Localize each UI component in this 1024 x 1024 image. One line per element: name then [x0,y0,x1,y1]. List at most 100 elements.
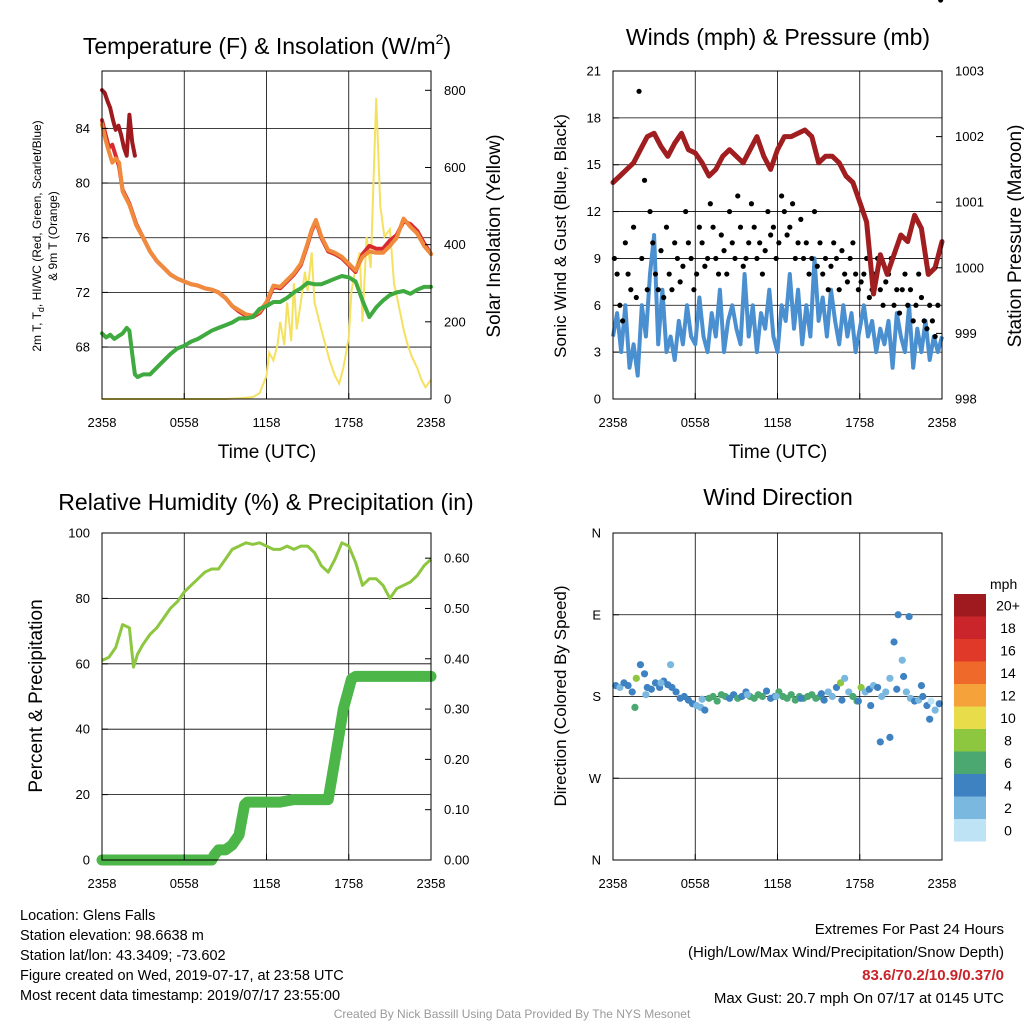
gust-point [644,287,650,293]
temperature-y2tick-label: 800 [444,83,466,98]
direction-point [876,738,884,746]
wind-direction-grid [613,533,942,860]
temperature-title: Temperature (F) & Insolation (W/m2) [83,31,451,59]
gust-point [633,294,639,301]
gust-point [858,279,864,285]
direction-point [640,670,649,678]
extreme-precip: 0.37 [962,967,992,984]
gust-point [652,271,659,277]
humidity-xtick-label: 0558 [170,876,199,891]
direction-point [898,656,906,664]
speed-legend-title: mph [990,576,1017,592]
direction-point [838,696,846,704]
gust-point [666,271,672,277]
temperature-xtick-label: 2358 [88,415,117,430]
gust-point [820,271,826,277]
direction-point [886,733,894,741]
winds-ytick-label: 21 [587,64,601,79]
credit-line: Created By Nick Bassill Using Data Provi… [333,1007,691,1021]
gust-point [814,263,820,269]
legend-swatch [954,639,986,662]
figure-created: Figure created on Wed, 2019-07-17, at 23… [20,968,344,984]
direction-point [841,674,849,682]
gust-point [795,240,801,246]
winds-title: Winds (mph) & Pressure (mb) [626,24,930,50]
gust-point [655,287,661,293]
gust-point [688,255,694,262]
gust-point [647,208,653,215]
wind-direction-xtick-label: 2358 [928,876,957,891]
wind-direction-panel: Wind Direction 2358 0558 1158 1758 2358 N W S E N… [551,484,1020,891]
station-info: Location: Glens Falls Station elevation:… [20,906,344,1006]
gust-point [661,294,667,301]
gust-point [680,263,686,269]
temperature-line-2 [100,88,137,158]
direction-point [931,706,939,714]
gust-point [625,271,631,277]
winds-ytick-label: 9 [594,251,601,266]
winds-ytick-label: 12 [587,204,601,219]
gust-point [746,240,752,246]
extremes-gust: Max Gust: 20.7 mph On 07/17 at 0145 UTC [713,990,1004,1007]
humidity-line [101,541,433,669]
gust-point [677,279,683,285]
gust-point [905,302,911,308]
gust-point [694,271,700,277]
gust-point [839,248,845,254]
humidity-y2tick-label: 0.00 [444,853,469,868]
extreme-low: 70.2 [895,967,925,984]
direction-point [701,706,709,714]
direction-point [698,695,706,703]
humidity-y2tick-label: 0.20 [444,752,469,767]
humidity-series [96,541,437,866]
gust-point [938,0,944,3]
precipitation-line [96,670,437,866]
gust-point [724,271,730,277]
temperature-xlabel: Time (UTC) [218,442,317,463]
winds-xtick-label: 2358 [928,415,957,430]
wind-direction-series [612,611,943,746]
direction-point [873,683,882,692]
gust-point [740,263,746,269]
legend-label: 10 [1000,710,1016,726]
humidity-y2tick-label: 0.60 [444,551,469,566]
direction-point [632,674,640,682]
winds-ytick-label: 3 [594,345,601,360]
gust-point [732,255,738,262]
humidity-xtick-label: 1758 [334,876,363,891]
winds-series [610,0,945,378]
winds-ytick-label: 18 [587,110,601,125]
temperature-y2tick-label: 600 [444,160,466,175]
temperature-panel: Temperature (F) & Insolation (W/m2) 2358… [30,31,505,463]
direction-point [820,696,828,704]
winds-xtick-label: 0558 [681,415,710,430]
humidity-ylabel: Percent & Precipitation [26,599,47,792]
gust-point [877,287,883,293]
gust-point [913,302,919,308]
gust-point [883,279,889,285]
extremes-box: Extremes For Past 24 Hours (High/Low/Max… [688,918,1004,1010]
wind-direction-ticks: 2358 0558 1158 1758 2358 N W S E N [589,526,957,892]
humidity-ticks: 2358 0558 1158 1758 2358 0 20 40 60 80 100 0.00 0.10… [68,526,469,892]
legend-label: 16 [1000,642,1016,658]
winds-xtick-label: 2358 [599,415,628,430]
gust-point [792,255,798,262]
station-latlon: Station lat/lon: 43.3409; -73.602 [20,948,226,964]
wind-direction-title: Wind Direction [703,484,853,510]
gust-point [768,232,774,238]
gust-point [614,271,620,277]
temperature-y2tick-label: 200 [444,314,466,329]
gust-point [833,255,840,262]
humidity-title: Relative Humidity (%) & Precipitation (i… [58,489,473,515]
gust-point [718,232,724,238]
gust-point [836,287,842,293]
direction-point [867,701,875,710]
direction-point [886,674,894,682]
legend-swatch [954,684,986,707]
direction-point [927,697,935,705]
gust-point [757,240,763,246]
direction-point [666,661,675,669]
gust-point [822,255,829,262]
direction-point [935,700,943,708]
